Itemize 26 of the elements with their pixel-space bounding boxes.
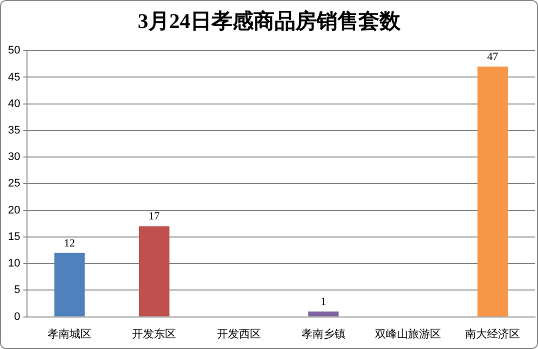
- y-tick-label: 50: [8, 44, 20, 57]
- y-tick-label: 15: [8, 230, 20, 243]
- y-tick-label: 5: [14, 284, 20, 296]
- x-tick-label: 孝南乡镇: [301, 327, 346, 340]
- bar: [308, 311, 339, 316]
- y-tick-label: 30: [8, 151, 20, 164]
- x-tick-label: 双峰山旅游区: [375, 327, 442, 340]
- data-label: 1: [320, 296, 326, 308]
- data-label: 47: [487, 50, 499, 63]
- y-tick-label: 25: [8, 178, 20, 190]
- y-tick-label: 35: [8, 124, 20, 136]
- y-tick-label: 20: [8, 204, 20, 216]
- y-tick-label: 45: [8, 71, 20, 84]
- bar: [138, 226, 170, 316]
- y-tick-label: 0: [14, 310, 20, 323]
- data-label: 17: [148, 210, 160, 223]
- x-tick-label: 开发东区: [132, 327, 176, 340]
- bar: [54, 252, 85, 316]
- x-tick-label: 孝南城区: [48, 327, 92, 340]
- y-tick-label: 40: [8, 98, 20, 110]
- x-tick-label: 南大经济区: [465, 327, 520, 340]
- y-tick-label: 10: [8, 258, 20, 270]
- bar: [477, 66, 508, 316]
- chart-title: 3月24日孝感商品房销售套数: [136, 8, 402, 35]
- x-tick-label: 开发西区: [216, 328, 261, 340]
- data-label: 12: [64, 237, 76, 250]
